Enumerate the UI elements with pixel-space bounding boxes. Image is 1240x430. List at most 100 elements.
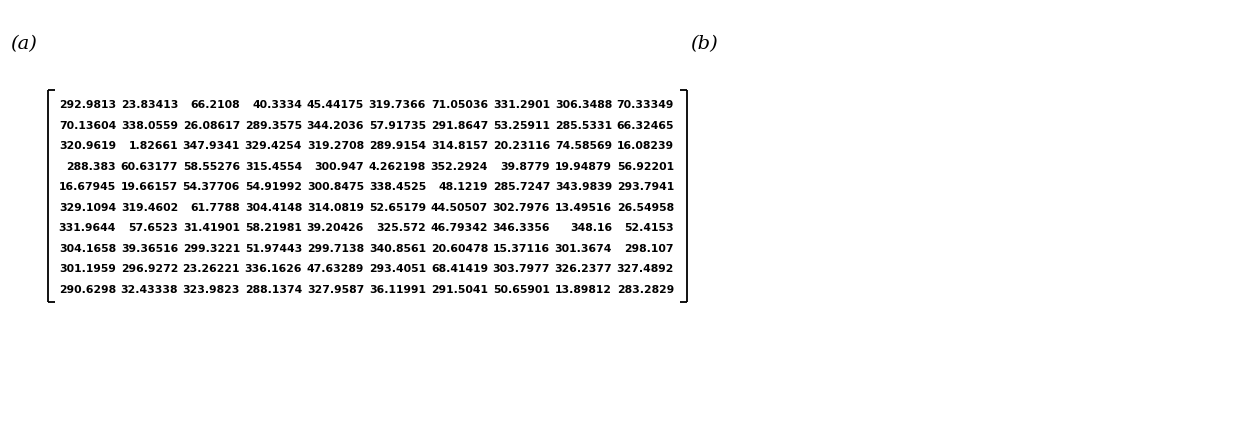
Text: 40.3334: 40.3334	[252, 100, 303, 110]
Text: 301.1959: 301.1959	[60, 264, 117, 274]
Text: 74.58569: 74.58569	[554, 141, 613, 151]
Text: 44.50507: 44.50507	[430, 203, 489, 213]
Text: 58.55276: 58.55276	[182, 162, 241, 172]
Text: 45.44175: 45.44175	[306, 100, 365, 110]
Text: 57.6523: 57.6523	[128, 223, 179, 233]
Text: 26.54958: 26.54958	[616, 203, 675, 213]
Text: 319.2708: 319.2708	[306, 141, 365, 151]
Text: 300.8475: 300.8475	[306, 182, 365, 192]
Text: 352.2924: 352.2924	[430, 162, 489, 172]
Text: 290.6298: 290.6298	[58, 285, 117, 295]
Text: (a): (a)	[10, 35, 37, 53]
Text: 23.26221: 23.26221	[182, 264, 241, 274]
Text: 13.89812: 13.89812	[556, 285, 613, 295]
Text: 23.83413: 23.83413	[120, 100, 179, 110]
Text: 306.3488: 306.3488	[554, 100, 613, 110]
Text: 336.1626: 336.1626	[244, 264, 303, 274]
Text: 47.63289: 47.63289	[306, 264, 365, 274]
Text: 13.49516: 13.49516	[554, 203, 613, 213]
Text: 338.0559: 338.0559	[122, 121, 179, 131]
Text: 314.0819: 314.0819	[308, 203, 365, 213]
Text: 314.8157: 314.8157	[430, 141, 489, 151]
Text: 56.92201: 56.92201	[616, 162, 675, 172]
Text: 298.107: 298.107	[625, 244, 675, 254]
Text: 39.36516: 39.36516	[120, 244, 179, 254]
Text: 20.23116: 20.23116	[492, 141, 551, 151]
Text: 288.1374: 288.1374	[244, 285, 303, 295]
Text: 293.7941: 293.7941	[616, 182, 675, 192]
Text: 52.4153: 52.4153	[625, 223, 675, 233]
Text: 16.67945: 16.67945	[58, 182, 117, 192]
Text: 289.9154: 289.9154	[370, 141, 427, 151]
Text: 54.37706: 54.37706	[182, 182, 241, 192]
Text: 327.4892: 327.4892	[616, 264, 675, 274]
Text: 26.08617: 26.08617	[182, 121, 241, 131]
Text: 51.97443: 51.97443	[244, 244, 303, 254]
Text: 66.32465: 66.32465	[616, 121, 675, 131]
Text: 70.13604: 70.13604	[58, 121, 117, 131]
Text: 61.7788: 61.7788	[191, 203, 241, 213]
Text: 70.33349: 70.33349	[616, 100, 675, 110]
Text: 285.5331: 285.5331	[554, 121, 613, 131]
Text: 331.9644: 331.9644	[58, 223, 117, 233]
Text: 320.9619: 320.9619	[58, 141, 117, 151]
Text: 31.41901: 31.41901	[184, 223, 241, 233]
Text: 4.262198: 4.262198	[368, 162, 427, 172]
Text: 327.9587: 327.9587	[306, 285, 365, 295]
Text: 315.4554: 315.4554	[244, 162, 303, 172]
Text: 66.2108: 66.2108	[191, 100, 241, 110]
Text: 32.43338: 32.43338	[120, 285, 179, 295]
Text: 340.8561: 340.8561	[368, 244, 427, 254]
Text: 39.20426: 39.20426	[306, 223, 365, 233]
Text: 338.4525: 338.4525	[368, 182, 427, 192]
Text: 16.08239: 16.08239	[616, 141, 675, 151]
Text: 288.383: 288.383	[67, 162, 117, 172]
Text: 343.9839: 343.9839	[554, 182, 613, 192]
Text: 319.7366: 319.7366	[368, 100, 427, 110]
Text: 293.4051: 293.4051	[368, 264, 427, 274]
Text: 53.25911: 53.25911	[494, 121, 551, 131]
Text: 289.3575: 289.3575	[244, 121, 303, 131]
Text: 48.1219: 48.1219	[439, 182, 489, 192]
Text: 52.65179: 52.65179	[368, 203, 427, 213]
Text: 58.21981: 58.21981	[246, 223, 303, 233]
Text: 15.37116: 15.37116	[492, 244, 551, 254]
Text: 19.94879: 19.94879	[556, 162, 613, 172]
Text: 20.60478: 20.60478	[430, 244, 489, 254]
Text: 19.66157: 19.66157	[120, 182, 179, 192]
Text: 68.41419: 68.41419	[430, 264, 489, 274]
Text: 323.9823: 323.9823	[182, 285, 241, 295]
Text: 329.4254: 329.4254	[244, 141, 303, 151]
Text: 292.9813: 292.9813	[58, 100, 117, 110]
Text: 299.7138: 299.7138	[306, 244, 365, 254]
Text: 299.3221: 299.3221	[182, 244, 241, 254]
Text: 346.3356: 346.3356	[492, 223, 551, 233]
Text: 331.2901: 331.2901	[492, 100, 551, 110]
Text: 304.4148: 304.4148	[244, 203, 303, 213]
Text: 57.91735: 57.91735	[368, 121, 427, 131]
Text: 296.9272: 296.9272	[120, 264, 179, 274]
Text: 1.82661: 1.82661	[129, 141, 179, 151]
Text: 291.5041: 291.5041	[432, 285, 489, 295]
Text: 36.11991: 36.11991	[370, 285, 427, 295]
Text: 283.2829: 283.2829	[616, 285, 675, 295]
Text: 326.2377: 326.2377	[554, 264, 613, 274]
Text: 291.8647: 291.8647	[430, 121, 489, 131]
Text: 304.1658: 304.1658	[58, 244, 117, 254]
Text: 348.16: 348.16	[570, 223, 613, 233]
Text: 39.8779: 39.8779	[501, 162, 551, 172]
Text: 285.7247: 285.7247	[492, 182, 551, 192]
Text: 329.1094: 329.1094	[58, 203, 117, 213]
Text: 46.79342: 46.79342	[430, 223, 489, 233]
Text: 303.7977: 303.7977	[492, 264, 551, 274]
Text: 319.4602: 319.4602	[120, 203, 179, 213]
Text: 344.2036: 344.2036	[306, 121, 365, 131]
Text: 60.63177: 60.63177	[120, 162, 179, 172]
Text: 54.91992: 54.91992	[246, 182, 303, 192]
Text: 300.947: 300.947	[315, 162, 365, 172]
Text: 71.05036: 71.05036	[430, 100, 489, 110]
Text: (b): (b)	[689, 35, 718, 53]
Text: 50.65901: 50.65901	[494, 285, 551, 295]
Text: 347.9341: 347.9341	[182, 141, 241, 151]
Text: 325.572: 325.572	[376, 223, 427, 233]
